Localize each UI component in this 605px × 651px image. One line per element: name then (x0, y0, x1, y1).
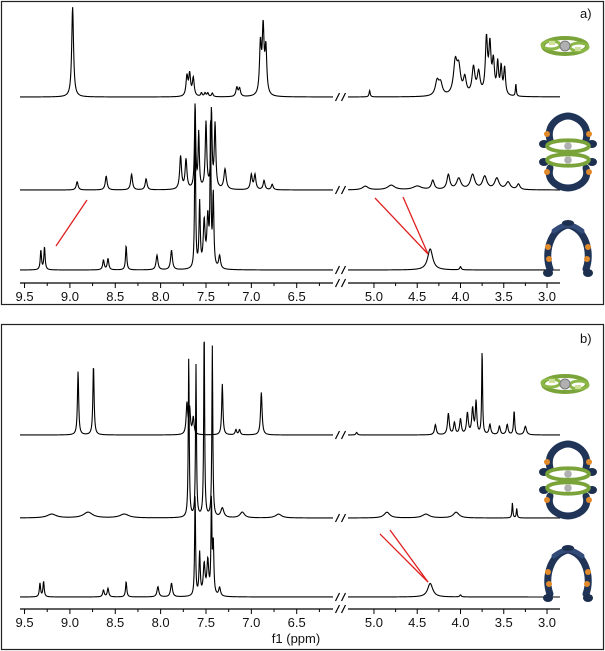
panel-b-guide-lines (379, 529, 429, 583)
x-tick-label: 3.5 (495, 615, 513, 630)
spectrum-trace-right (348, 248, 560, 271)
spectrum-series-green-ring-with-grey-center (20, 7, 561, 102)
x-tick-label: 5.0 (365, 289, 383, 304)
tweezer-molecule-icon (543, 220, 593, 277)
axis-break-mark (334, 92, 341, 102)
x-axis-title: f1 (ppm) (272, 631, 320, 646)
x-tick-label: 4.0 (451, 615, 469, 630)
x-tick-label: 7.0 (242, 289, 260, 304)
axis-break-mark (340, 92, 347, 102)
axis-break-mark (334, 513, 341, 523)
x-tick-label: 8.5 (106, 289, 124, 304)
guide-line (379, 533, 429, 583)
panel-a-label: a) (580, 6, 592, 21)
axis-break-mark (340, 430, 347, 440)
guide-line (389, 529, 429, 583)
spectrum-trace-right (348, 502, 560, 519)
axis-break-mark (340, 185, 347, 195)
panel-a: a) 9.5 9.0 8.5 8.0 7.5 7.0 6.5 5.0 4.5 4.0 3.5 3.0 (0, 0, 605, 306)
axis-break-mark (340, 278, 347, 288)
x-tick-label: 9.5 (15, 289, 33, 304)
spectrum-series-blue-orange-tweezer (20, 495, 560, 602)
x-tick-label: 6.5 (288, 289, 306, 304)
axis-break-mark (340, 592, 347, 602)
panel-b-label: b) (580, 331, 592, 346)
spectrum-trace-right (348, 33, 561, 98)
x-tick-label: 7.5 (197, 615, 215, 630)
spectrum-trace-right (347, 173, 560, 191)
panel-b-spectra (19, 341, 560, 602)
x-tick-label: 4.0 (451, 289, 469, 304)
spectrum-trace-left (20, 7, 333, 98)
guide-line (402, 196, 429, 255)
x-tick-label: 3.0 (538, 615, 556, 630)
panel-a-spectra (20, 7, 561, 275)
x-tick-label: 7.0 (242, 615, 260, 630)
axis-break-mark (340, 265, 347, 275)
x-tick-label: 8.0 (152, 615, 170, 630)
x-tick-label: 4.5 (408, 289, 426, 304)
guide-line (55, 199, 88, 247)
spectrum-series-blue-orange-tweezer (20, 110, 560, 275)
x-tick-label: 6.5 (288, 615, 306, 630)
panel-b-x-axis: 9.5 9.0 8.5 8.0 7.5 7.0 6.5 5.0 4.5 4.0 3.5 3.0 (15, 604, 560, 630)
axis-break-mark (334, 604, 341, 614)
panel-b: b) 9.5 9.0 8.5 8.0 7.5 7.0 6.5 5.0 4.5 4.0 3.5 3.0 … (0, 323, 605, 651)
x-tick-label: 8.0 (152, 289, 170, 304)
x-tick-label: 5.0 (365, 615, 383, 630)
x-tick-label: 9.5 (15, 615, 33, 630)
axis-break-mark (334, 265, 341, 275)
x-tick-label: 4.5 (408, 615, 426, 630)
spectrum-trace-left (20, 367, 333, 436)
panel-a-guide-lines (55, 196, 429, 255)
tweezer-molecule-icon (543, 545, 593, 602)
spectrum-trace-left (20, 110, 333, 271)
axis-break-mark (334, 185, 341, 195)
x-tick-label: 3.0 (538, 289, 556, 304)
panel-b-frame (0, 323, 605, 651)
x-tick-label: 7.5 (197, 289, 215, 304)
spectrum-series-double-decker-blue-green-cage (20, 103, 560, 195)
spectrum-series-green-ring-with-grey-center (20, 353, 560, 440)
x-tick-label: 8.5 (106, 615, 124, 630)
x-tick-label: 3.5 (495, 289, 513, 304)
panel-a-frame (0, 0, 605, 306)
spectrum-trace-left (20, 495, 333, 598)
spectrum-trace-right (348, 582, 560, 598)
x-tick-label: 9.0 (61, 289, 79, 304)
axis-break-mark (334, 430, 341, 440)
axis-break-mark (334, 278, 341, 288)
spectrum-trace-right (347, 353, 560, 436)
complex-molecule-icon (539, 444, 597, 516)
spectrum-trace-left (19, 341, 333, 519)
complex-molecule-icon (539, 116, 597, 188)
x-tick-label: 9.0 (61, 615, 79, 630)
spectrum-series-double-decker-blue-green-cage (19, 341, 560, 523)
axis-break-mark (340, 604, 347, 614)
ring-molecule-icon (540, 374, 590, 394)
axis-break-mark (340, 513, 347, 523)
panel-a-x-axis: 9.5 9.0 8.5 8.0 7.5 7.0 6.5 5.0 4.5 4.0 3.5 3.0 (15, 278, 560, 304)
spectrum-trace-left (20, 103, 333, 191)
guide-line (374, 197, 429, 255)
axis-break-mark (334, 592, 341, 602)
ring-molecule-icon (540, 36, 590, 56)
